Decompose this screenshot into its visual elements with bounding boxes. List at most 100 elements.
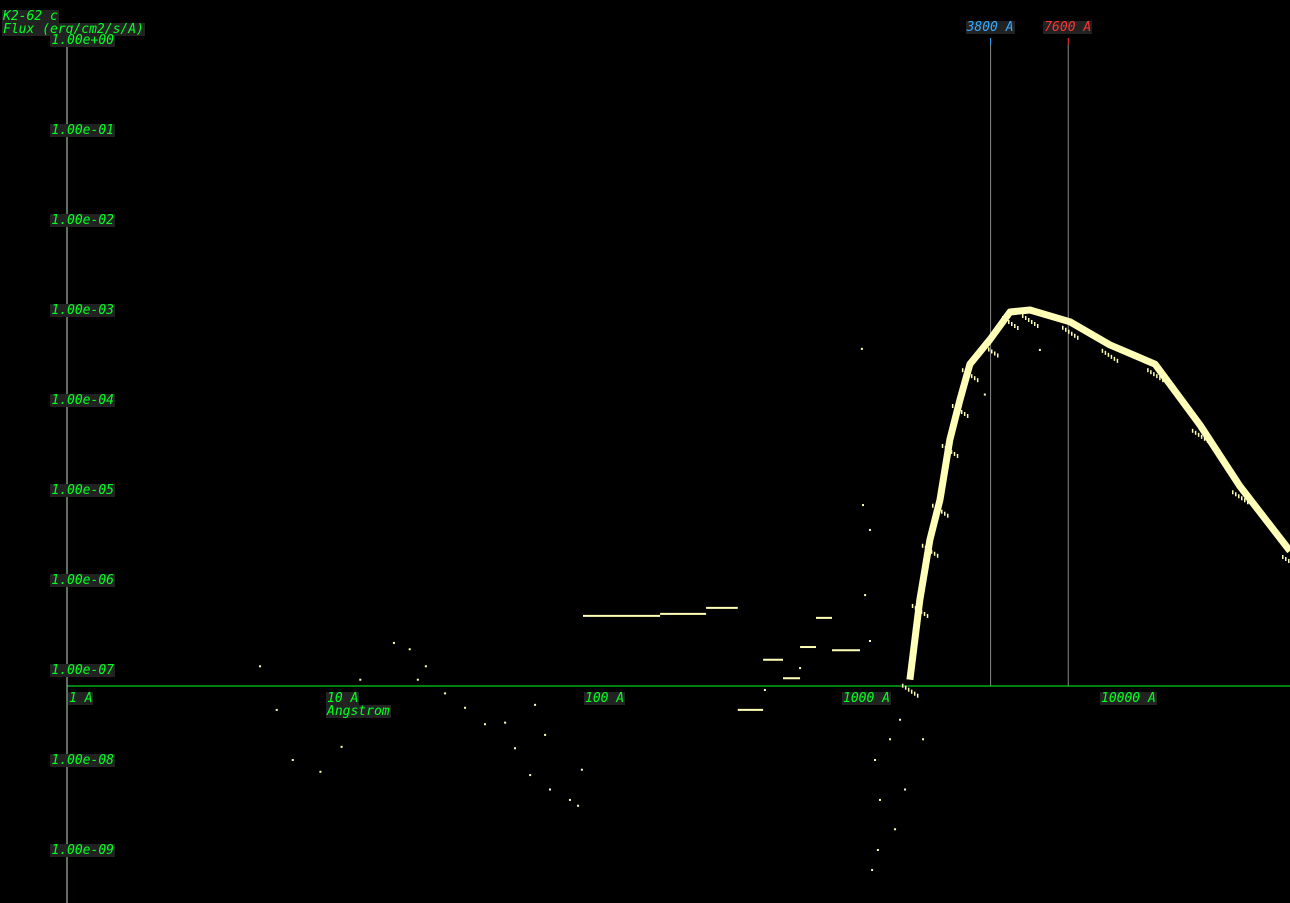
data-point <box>544 733 547 736</box>
continuum-point <box>1077 335 1079 340</box>
continuum-point <box>930 549 933 554</box>
continuum-point <box>904 685 907 690</box>
continuum-point <box>973 376 976 381</box>
continuum-point <box>1062 325 1064 330</box>
continuum-point <box>984 345 987 350</box>
data-point <box>359 678 362 681</box>
continuum-point <box>954 406 957 410</box>
data-point <box>534 703 537 706</box>
x-tick-label: 100 A <box>584 691 626 706</box>
data-point <box>868 528 871 531</box>
data-point <box>860 347 863 350</box>
continuum-point <box>956 453 959 458</box>
data-point <box>871 868 874 871</box>
object-title: K2-62 c <box>2 9 59 24</box>
continuum-point <box>1065 327 1067 332</box>
continuum-point <box>938 507 940 512</box>
continuum-point <box>963 412 966 416</box>
continuum-point <box>1238 494 1240 499</box>
continuum-point <box>1282 555 1284 560</box>
continuum-point <box>1206 438 1209 443</box>
continuum-point <box>996 353 999 358</box>
continuum-point <box>1191 428 1194 433</box>
continuum-point <box>1200 434 1203 439</box>
y-tick-label: 1.00e-09 <box>50 843 115 858</box>
continuum-point <box>935 505 937 510</box>
data-point <box>862 504 865 507</box>
data-point <box>577 804 580 807</box>
y-tick-label: 1.00e+00 <box>50 33 115 48</box>
data-point <box>259 665 262 668</box>
continuum-point <box>1011 322 1013 327</box>
data-point <box>904 788 907 791</box>
y-tick-label: 1.00e-04 <box>50 393 115 408</box>
y-tick-label: 1.00e-01 <box>50 123 115 138</box>
continuum-point <box>964 370 967 375</box>
continuum-point <box>1074 333 1076 338</box>
continuum-point <box>970 374 973 379</box>
continuum-point <box>993 351 996 356</box>
y-tick-label: 1.00e-07 <box>50 663 115 678</box>
data-point <box>878 798 881 801</box>
continuum-point <box>926 613 929 618</box>
continuum-point <box>911 603 914 608</box>
y-tick-label: 1.00e-03 <box>50 303 115 318</box>
continuum-point <box>944 511 946 516</box>
continuum-point <box>927 547 930 552</box>
data-point <box>549 788 552 791</box>
continuum-point <box>910 689 913 694</box>
data-point <box>483 723 486 726</box>
data-point <box>319 770 322 773</box>
continuum-point <box>1030 320 1033 324</box>
x-axis-label: Angstrom <box>326 704 391 719</box>
continuum-point <box>1147 368 1149 373</box>
data-point <box>408 648 411 651</box>
continuum-point <box>953 451 956 456</box>
continuum-point <box>1027 318 1030 322</box>
data-point <box>275 708 278 711</box>
data-point <box>340 745 343 748</box>
continuum-point <box>1288 559 1290 564</box>
continuum-point <box>916 693 919 698</box>
continuum-point <box>1017 326 1019 331</box>
continuum-point <box>901 683 904 688</box>
data-point <box>444 692 447 695</box>
continuum-point <box>1005 318 1007 323</box>
continuum-point <box>981 343 984 348</box>
continuum-point <box>1107 352 1110 357</box>
data-point <box>568 798 571 801</box>
continuum-point <box>951 404 954 408</box>
x-tick-label: 1000 A <box>842 691 891 706</box>
y-axis-label: Flux (erg/cm2/s/A) <box>2 22 145 37</box>
continuum-point <box>1235 492 1237 497</box>
continuum-point <box>1285 557 1287 562</box>
continuum-point <box>1203 436 1206 441</box>
data-point <box>899 718 902 721</box>
continuum-point <box>947 513 949 518</box>
data-point <box>864 594 867 597</box>
continuum-series <box>906 306 1290 681</box>
data-point <box>876 849 879 851</box>
data-point <box>983 393 986 396</box>
continuum-point <box>1021 314 1024 318</box>
continuum-point <box>957 408 960 412</box>
continuum-point <box>1036 324 1039 328</box>
data-point <box>504 721 507 724</box>
continuum-point <box>1008 320 1010 325</box>
wavelength-marker-label: 7600 A <box>1043 20 1093 35</box>
x-tick-label: 1 A <box>68 691 94 706</box>
continuum-point <box>1162 378 1164 383</box>
continuum-point <box>1071 331 1073 336</box>
continuum-point <box>923 611 926 616</box>
x-tick-label: 10000 A <box>1100 691 1157 706</box>
data-point <box>763 688 766 691</box>
y-tick-label: 1.00e-05 <box>50 483 115 498</box>
data-point <box>424 665 427 668</box>
continuum-point <box>913 691 916 696</box>
data-point <box>291 759 294 761</box>
y-tick-label: 1.00e-06 <box>50 573 115 588</box>
continuum-point <box>1197 432 1200 437</box>
continuum-point <box>1104 350 1107 355</box>
data-point <box>1038 348 1041 351</box>
x-tick-label: 10 A <box>326 691 360 706</box>
